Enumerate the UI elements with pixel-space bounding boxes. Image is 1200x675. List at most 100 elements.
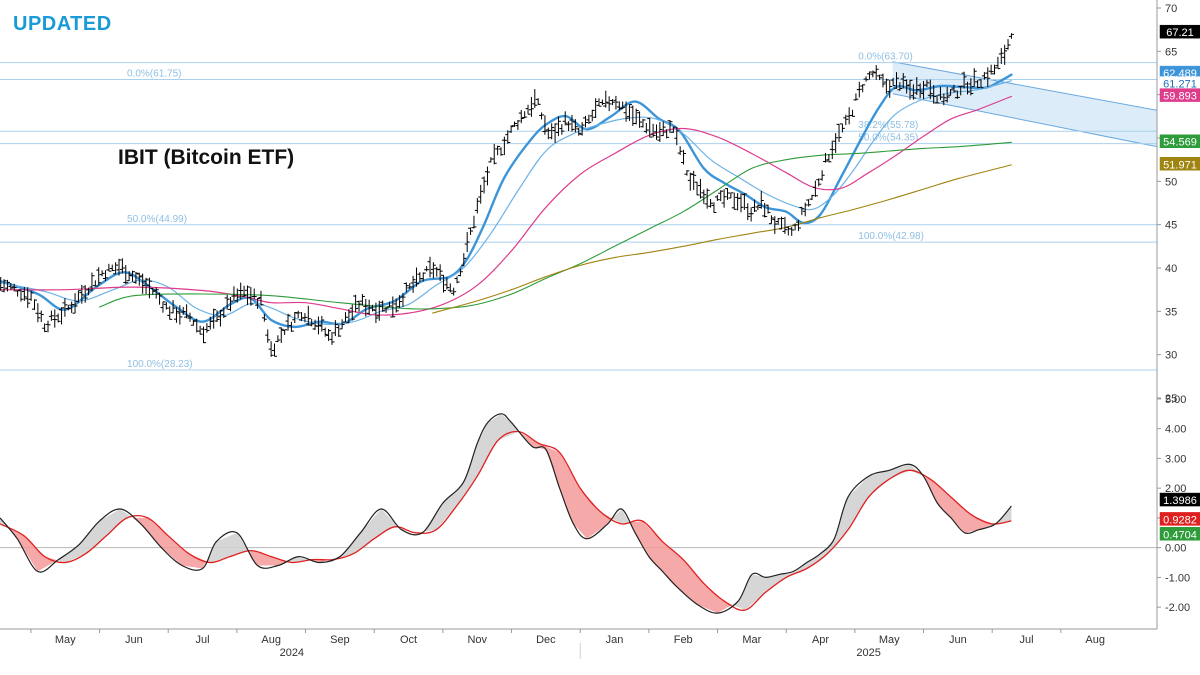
osc-fill-6 <box>288 556 311 563</box>
price-bar <box>403 282 409 293</box>
price-bar <box>79 284 85 304</box>
price-bar <box>329 331 335 345</box>
price-bar <box>812 180 818 197</box>
price-bar <box>353 294 359 313</box>
price-bar <box>971 68 977 88</box>
price-bar <box>988 64 994 75</box>
price-bar <box>25 287 31 308</box>
price-bar <box>586 114 592 124</box>
price-bar <box>474 197 480 214</box>
price-bar <box>116 258 122 276</box>
price-bar <box>484 166 490 186</box>
price-bar <box>890 77 896 87</box>
price-bar <box>860 84 866 93</box>
price-bar <box>877 74 883 81</box>
price-bar <box>809 194 815 201</box>
price-bar <box>630 105 636 126</box>
price-bar <box>400 292 406 307</box>
price-bar <box>59 307 65 325</box>
osc-tag-text: 0.4704 <box>1163 529 1197 541</box>
price-bar <box>31 299 37 310</box>
price-bar <box>907 79 913 100</box>
price-bar <box>35 303 41 323</box>
price-bar <box>454 276 460 284</box>
price-bar <box>356 300 362 312</box>
channel-fill <box>892 61 1157 147</box>
chart-title: IBIT (Bitcoin ETF) <box>118 146 295 169</box>
price-bar <box>745 203 751 221</box>
price-bar <box>21 287 27 301</box>
price-bar <box>873 65 879 80</box>
price-bar <box>596 98 602 107</box>
month-label-2: Jul <box>196 634 210 646</box>
price-tick-label-8: 30 <box>1165 350 1177 362</box>
price-bar <box>691 170 697 190</box>
osc-fill-17 <box>925 477 997 533</box>
price-bar <box>190 319 196 326</box>
updated-badge: UPDATED <box>13 13 112 35</box>
price-bar <box>660 121 666 137</box>
price-bar <box>633 108 639 125</box>
price-bar <box>640 118 646 128</box>
price-bar <box>315 316 321 335</box>
price-bar <box>755 204 761 211</box>
price-bar <box>268 341 274 357</box>
price-bar <box>694 181 700 196</box>
price-bar <box>424 266 430 272</box>
price-bar <box>170 300 176 314</box>
osc-fill-15 <box>629 521 734 613</box>
price-bar <box>4 279 10 292</box>
price-bar <box>309 318 315 327</box>
month-label-8: Jan <box>606 634 624 646</box>
price-bar <box>18 289 24 302</box>
osc-fill-13 <box>520 433 615 539</box>
price-bar <box>153 287 159 299</box>
price-bar <box>15 290 21 297</box>
month-label-7: Dec <box>536 634 556 646</box>
price-bar <box>833 133 839 153</box>
price-tag-text: 59.893 <box>1163 91 1197 103</box>
price-bar <box>542 115 548 135</box>
price-bar <box>704 188 710 209</box>
green-ma-line <box>99 141 1012 310</box>
price-bar <box>670 126 676 133</box>
price-bar <box>785 226 791 236</box>
price-bar <box>697 178 703 199</box>
price-bar <box>779 216 785 230</box>
price-bar <box>140 273 146 294</box>
osc-tick-label-1: 4.00 <box>1165 424 1186 436</box>
price-bar <box>681 149 687 165</box>
price-tag-5: 51.971 <box>1159 157 1200 171</box>
price-bar <box>393 298 399 313</box>
price-bar <box>285 313 291 331</box>
price-bar <box>576 127 582 136</box>
price-bar <box>579 122 585 136</box>
price-bar <box>1008 33 1014 39</box>
price-bar <box>985 67 991 88</box>
price-bar <box>856 81 862 98</box>
osc-tick-label-7: -2.00 <box>1165 602 1190 614</box>
price-bar <box>883 78 889 94</box>
price-bar <box>603 90 609 108</box>
price-bar <box>613 95 619 110</box>
price-bar <box>975 80 981 88</box>
price-bar <box>620 101 626 110</box>
price-bar <box>150 288 156 295</box>
fast-ma-line <box>0 73 1013 329</box>
price-bar <box>829 140 835 160</box>
price-bar <box>924 79 930 88</box>
price-bar <box>82 285 88 303</box>
price-bar <box>102 270 108 281</box>
price-bar <box>657 122 663 142</box>
price-tag-2: 61.271 <box>1159 76 1200 91</box>
osc-fill-3 <box>134 517 208 569</box>
price-bar <box>136 272 142 286</box>
osc-tick-label-3: 2.00 <box>1165 483 1186 495</box>
price-tag-4: 54.569 <box>1159 134 1200 149</box>
price-bar <box>721 189 727 208</box>
price-bar <box>481 176 487 194</box>
price-tick-label-5: 45 <box>1165 220 1177 232</box>
price-bar <box>373 302 379 324</box>
fib-label-3: 50.0%(54.35) <box>858 133 918 144</box>
